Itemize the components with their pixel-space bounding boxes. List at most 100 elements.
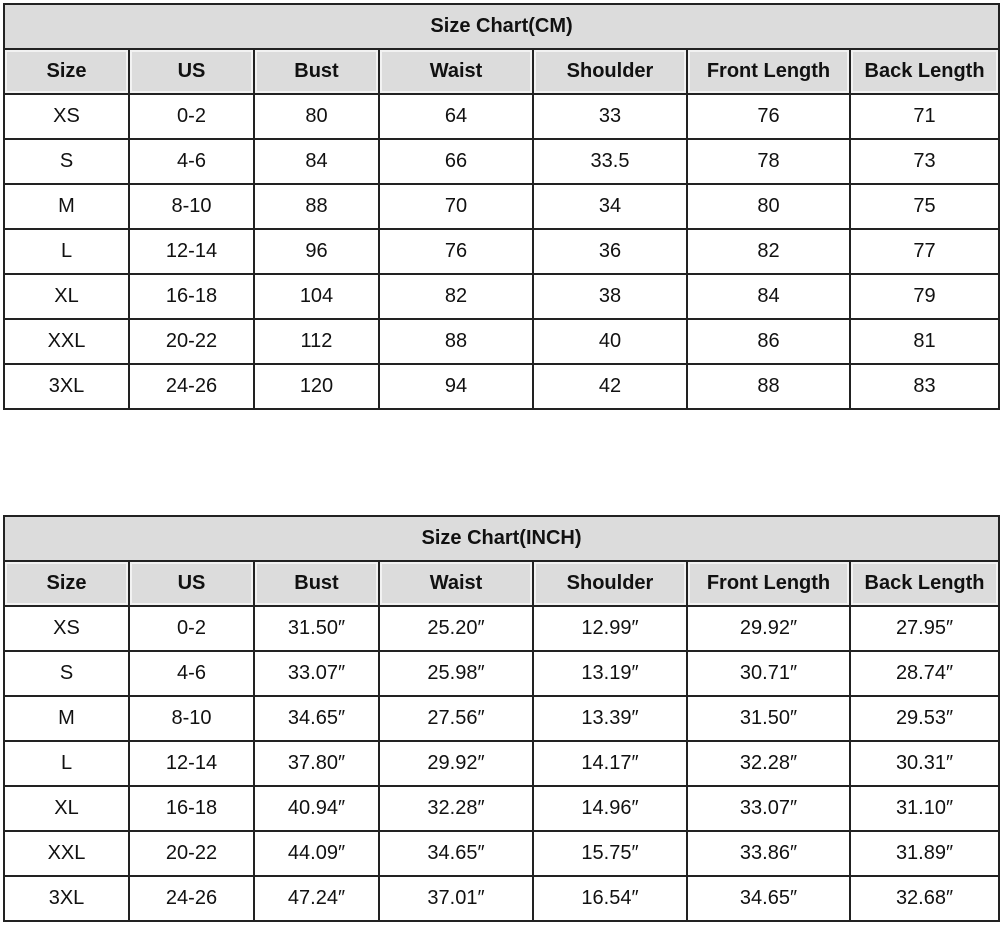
table-cell: 8-10 (128, 695, 255, 742)
table-row: M 8-10 88 70 34 80 75 (3, 183, 1000, 230)
table-cell: 120 (253, 363, 380, 410)
table-cell: XXL (3, 318, 130, 365)
table-cell: 33.07″ (253, 650, 380, 697)
table-cell: 27.56″ (378, 695, 534, 742)
table-cell: 75 (848, 183, 1000, 230)
table-cell: 27.95″ (848, 605, 1000, 652)
table-cell: M (3, 695, 130, 742)
column-header: Back Length (848, 560, 1000, 607)
table-cell: 14.17″ (532, 740, 688, 787)
table-cell: 84 (253, 138, 380, 185)
column-header: Shoulder (532, 560, 688, 607)
table-cell: 30.71″ (686, 650, 851, 697)
table-cell: 36 (532, 228, 688, 275)
table-cell: L (3, 228, 130, 275)
column-header: Size (3, 48, 130, 95)
table-row: M 8-10 34.65″ 27.56″ 13.39″ 31.50″ 29.53″ (3, 695, 1000, 742)
column-header: Back Length (848, 48, 1000, 95)
table-cell: 13.19″ (532, 650, 688, 697)
column-header: Shoulder (532, 48, 688, 95)
table-cell: 88 (253, 183, 380, 230)
table-cell: 32.68″ (848, 875, 1000, 922)
size-chart-inch-table: Size Chart(INCH) Size US Bust Waist Shoulder F… (2, 515, 1000, 922)
table-cell: 12-14 (128, 228, 255, 275)
column-header: Bust (253, 48, 380, 95)
table-cell: 77 (848, 228, 1000, 275)
table-cell: 20-22 (128, 830, 255, 877)
table-cell: 33.07″ (686, 785, 851, 832)
table-cell: 28.74″ (848, 650, 1000, 697)
table-cell: 83 (848, 363, 1000, 410)
table-cell: 31.89″ (848, 830, 1000, 877)
table-cell: 0-2 (128, 93, 255, 140)
table-cell: 40.94″ (253, 785, 380, 832)
table-cell: 12-14 (128, 740, 255, 787)
table-cell: 73 (848, 138, 1000, 185)
table-cell: 0-2 (128, 605, 255, 652)
table-cell: 4-6 (128, 650, 255, 697)
table-cell: S (3, 650, 130, 697)
table-cell: 34.65″ (253, 695, 380, 742)
table-cell: 34 (532, 183, 688, 230)
table-title: Size Chart(INCH) (2, 515, 1000, 562)
size-chart-cm-table: Size Chart(CM) Size US Bust Waist Shoulder Fro… (2, 3, 1000, 410)
table-cell: 78 (686, 138, 851, 185)
table-cell: 71 (848, 93, 1000, 140)
table-title: Size Chart(CM) (2, 3, 1000, 50)
table-cell: 20-22 (128, 318, 255, 365)
table-cell: 34.65″ (686, 875, 851, 922)
table-cell: 33.86″ (686, 830, 851, 877)
table-cell: M (3, 183, 130, 230)
table-cell: 33.5 (532, 138, 688, 185)
column-header: Bust (253, 560, 380, 607)
header-row: Size US Bust Waist Shoulder Front Length Back … (3, 560, 1000, 607)
table-cell: S (3, 138, 130, 185)
table-cell: 29.92″ (378, 740, 534, 787)
table-cell: XS (3, 605, 130, 652)
title-row: Size Chart(CM) (2, 3, 1000, 50)
table-cell: 76 (686, 93, 851, 140)
table-cell: 80 (686, 183, 851, 230)
table-cell: 104 (253, 273, 380, 320)
table-cell: 94 (378, 363, 534, 410)
column-header: Waist (378, 560, 534, 607)
table-cell: 70 (378, 183, 534, 230)
table-cell: 64 (378, 93, 534, 140)
table-cell: 47.24″ (253, 875, 380, 922)
table-cell: 80 (253, 93, 380, 140)
table-cell: XS (3, 93, 130, 140)
table-cell: 4-6 (128, 138, 255, 185)
table-cell: 3XL (3, 875, 130, 922)
table-row: S 4-6 84 66 33.5 78 73 (3, 138, 1000, 185)
column-header: Front Length (686, 560, 851, 607)
table-cell: 79 (848, 273, 1000, 320)
table-cell: 84 (686, 273, 851, 320)
table-cell: 42 (532, 363, 688, 410)
table-cell: 31.50″ (253, 605, 380, 652)
table-row: L 12-14 37.80″ 29.92″ 14.17″ 32.28″ 30.31″ (3, 740, 1000, 787)
table-cell: 14.96″ (532, 785, 688, 832)
table-cell: 30.31″ (848, 740, 1000, 787)
table-cell: 24-26 (128, 875, 255, 922)
header-row: Size US Bust Waist Shoulder Front Length Back … (3, 48, 1000, 95)
table-row: XXL 20-22 112 88 40 86 81 (3, 318, 1000, 365)
table-row: XS 0-2 31.50″ 25.20″ 12.99″ 29.92″ 27.95″ (3, 605, 1000, 652)
table-cell: 16-18 (128, 273, 255, 320)
table-cell: 8-10 (128, 183, 255, 230)
table-cell: 31.10″ (848, 785, 1000, 832)
table-cell: XL (3, 785, 130, 832)
table-cell: 12.99″ (532, 605, 688, 652)
table-cell: 37.80″ (253, 740, 380, 787)
table-cell: 112 (253, 318, 380, 365)
table-cell: 32.28″ (686, 740, 851, 787)
table-cell: 34.65″ (378, 830, 534, 877)
table-cell: 88 (378, 318, 534, 365)
table-row: 3XL 24-26 47.24″ 37.01″ 16.54″ 34.65″ 32.68″ (3, 875, 1000, 922)
table-cell: 13.39″ (532, 695, 688, 742)
table-row: XS 0-2 80 64 33 76 71 (3, 93, 1000, 140)
column-header: Front Length (686, 48, 851, 95)
table-cell: 25.98″ (378, 650, 534, 697)
column-header: US (128, 48, 255, 95)
table-row: XL 16-18 104 82 38 84 79 (3, 273, 1000, 320)
table-cell: 24-26 (128, 363, 255, 410)
